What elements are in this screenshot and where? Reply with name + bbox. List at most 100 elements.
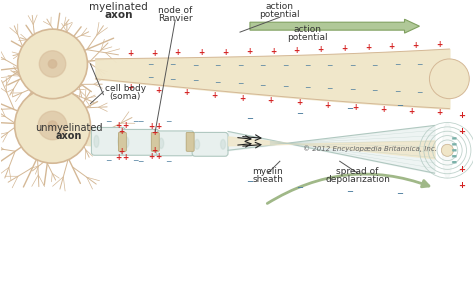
Text: +: + xyxy=(155,152,161,161)
Text: +: + xyxy=(293,46,300,55)
Text: myelin: myelin xyxy=(253,167,283,176)
FancyBboxPatch shape xyxy=(452,161,456,163)
Text: −: − xyxy=(296,109,303,118)
FancyBboxPatch shape xyxy=(151,132,159,151)
Ellipse shape xyxy=(124,137,129,148)
Text: −: − xyxy=(394,61,400,70)
Text: −: − xyxy=(147,60,154,69)
Text: +: + xyxy=(118,127,125,136)
Text: −: − xyxy=(416,88,423,97)
Text: −: − xyxy=(170,75,176,84)
Text: −: − xyxy=(349,61,356,70)
Ellipse shape xyxy=(94,135,99,147)
Text: −: − xyxy=(192,76,198,85)
Text: node of: node of xyxy=(158,6,192,15)
Text: −: − xyxy=(165,117,172,126)
Text: +: + xyxy=(127,49,134,58)
Ellipse shape xyxy=(118,135,123,147)
Polygon shape xyxy=(85,132,220,150)
FancyBboxPatch shape xyxy=(452,137,456,139)
Text: +: + xyxy=(222,47,228,57)
Text: +: + xyxy=(412,41,419,50)
Text: +: + xyxy=(115,153,121,162)
FancyBboxPatch shape xyxy=(121,130,159,155)
Ellipse shape xyxy=(152,137,157,148)
Text: +: + xyxy=(151,49,157,58)
Text: −: − xyxy=(137,157,144,166)
Text: +: + xyxy=(380,105,386,114)
Text: +: + xyxy=(436,108,443,117)
Text: −: − xyxy=(192,61,198,70)
Text: +: + xyxy=(324,101,330,110)
Text: cell body: cell body xyxy=(105,84,146,93)
Circle shape xyxy=(39,51,66,77)
Text: −: − xyxy=(396,190,403,198)
FancyBboxPatch shape xyxy=(91,127,125,155)
Text: +: + xyxy=(389,42,395,52)
Text: −: − xyxy=(237,79,243,88)
Text: +: + xyxy=(352,103,358,112)
Text: −: − xyxy=(214,61,221,70)
Text: −: − xyxy=(304,62,310,71)
Text: −: − xyxy=(246,114,254,123)
Text: +: + xyxy=(296,98,302,108)
Text: −: − xyxy=(246,177,254,185)
FancyBboxPatch shape xyxy=(192,132,228,156)
FancyBboxPatch shape xyxy=(156,131,194,156)
Text: −: − xyxy=(346,104,353,113)
Text: −: − xyxy=(304,83,310,92)
Text: −: − xyxy=(170,61,176,69)
Text: potential: potential xyxy=(260,10,300,19)
Circle shape xyxy=(18,29,87,99)
FancyBboxPatch shape xyxy=(118,132,127,151)
Text: action: action xyxy=(266,2,294,11)
Text: +: + xyxy=(458,180,465,190)
Text: myelinated: myelinated xyxy=(89,2,148,12)
Text: +: + xyxy=(270,47,276,56)
FancyBboxPatch shape xyxy=(452,143,456,146)
Ellipse shape xyxy=(187,138,191,149)
Text: unmyelinated: unmyelinated xyxy=(35,123,102,133)
Text: −: − xyxy=(165,157,172,166)
Text: +: + xyxy=(458,127,465,136)
Circle shape xyxy=(429,59,469,99)
Text: −: − xyxy=(132,156,138,165)
Text: −: − xyxy=(396,101,403,110)
Text: −: − xyxy=(147,73,154,82)
Text: +: + xyxy=(199,48,205,57)
Text: +: + xyxy=(148,122,155,131)
Circle shape xyxy=(15,88,91,163)
Text: −: − xyxy=(214,78,221,87)
Text: sheath: sheath xyxy=(253,175,283,184)
Text: +: + xyxy=(151,146,157,155)
FancyArrow shape xyxy=(250,19,419,33)
Text: spread of: spread of xyxy=(337,167,379,176)
Text: +: + xyxy=(122,153,128,162)
Text: −: − xyxy=(105,117,111,126)
FancyBboxPatch shape xyxy=(452,155,456,157)
Text: axon: axon xyxy=(104,10,133,20)
Text: −: − xyxy=(349,86,356,95)
Text: −: − xyxy=(132,117,138,126)
Text: +: + xyxy=(436,40,443,49)
Text: +: + xyxy=(183,88,190,97)
Text: +: + xyxy=(127,83,134,92)
Text: −: − xyxy=(282,82,288,91)
FancyBboxPatch shape xyxy=(186,132,194,151)
Text: +: + xyxy=(365,43,371,52)
Text: +: + xyxy=(341,44,347,53)
Text: −: − xyxy=(372,86,378,96)
Circle shape xyxy=(48,121,57,130)
Circle shape xyxy=(48,60,57,68)
Text: +: + xyxy=(458,111,465,120)
Ellipse shape xyxy=(159,138,164,149)
Text: +: + xyxy=(246,47,252,56)
Text: −: − xyxy=(259,81,265,90)
Text: −: − xyxy=(137,117,144,126)
FancyBboxPatch shape xyxy=(452,149,456,151)
Text: −: − xyxy=(394,88,400,96)
Text: +: + xyxy=(155,86,162,95)
Text: −: − xyxy=(346,188,353,197)
Text: +: + xyxy=(175,48,181,57)
Text: −: − xyxy=(372,61,378,70)
